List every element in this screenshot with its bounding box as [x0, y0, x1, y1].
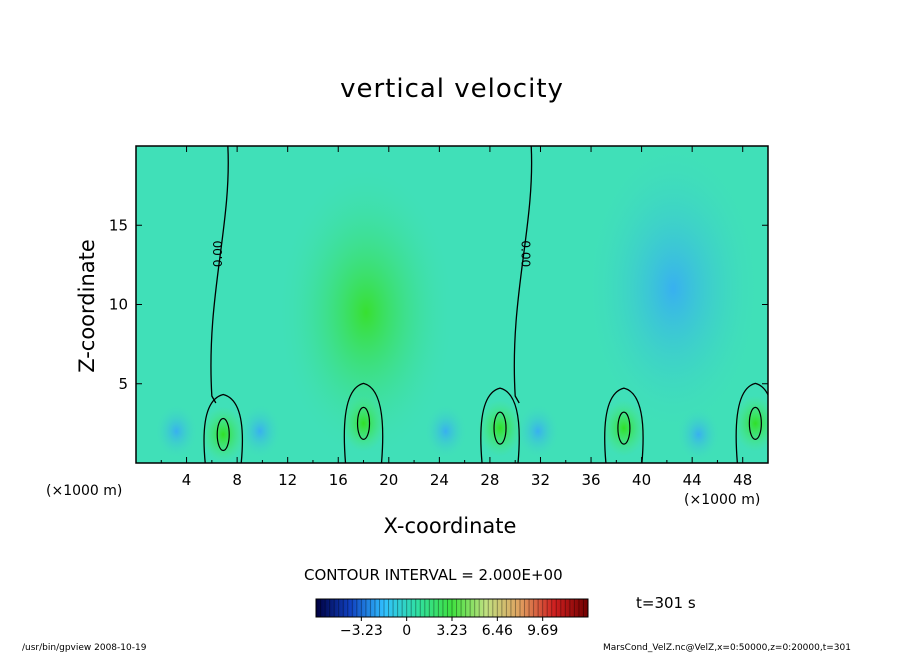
contour-line — [617, 411, 631, 445]
field-downdraft — [423, 403, 468, 460]
x-tick-label: 28 — [480, 471, 499, 489]
y-tick-label: 10 — [109, 296, 128, 314]
colorbar-tick-label: 6.46 — [482, 623, 513, 639]
x-tick-label: 36 — [581, 471, 600, 489]
x-tick-label: 16 — [329, 471, 348, 489]
x-tick-label: 32 — [531, 471, 550, 489]
contour-line — [210, 146, 229, 404]
chart-title: vertical velocity — [340, 74, 564, 104]
contour-line — [203, 393, 244, 463]
contour-line — [735, 382, 768, 463]
x-tick-label: 24 — [430, 471, 449, 489]
x-tick-label: 12 — [278, 471, 297, 489]
field-updraft — [733, 395, 768, 452]
y-axis-label: Z-coordinate — [75, 239, 99, 373]
field-updraft — [276, 162, 457, 463]
x-unit-label-left: (×1000 m) — [46, 483, 123, 499]
contour-line — [343, 382, 384, 463]
field-downdraft — [154, 403, 199, 460]
contour-line — [493, 411, 507, 445]
contour-line — [748, 406, 762, 440]
field-updraft — [478, 400, 523, 457]
x-tick-label: 40 — [632, 471, 651, 489]
x-tick-label: 4 — [182, 471, 192, 489]
time-label: t=301 s — [636, 594, 696, 612]
footer-right: MarsCond_VelZ.nc@VelZ,x=0:50000,z=0:2000… — [603, 643, 851, 653]
field-downdraft — [676, 406, 721, 463]
x-tick-label: 8 — [232, 471, 242, 489]
field-downdraft — [237, 403, 282, 460]
x-tick-label: 20 — [379, 471, 398, 489]
colorbar-tick-label: 9.69 — [527, 623, 558, 639]
x-tick-label: 44 — [683, 471, 702, 489]
x-axis-label: X-coordinate — [383, 514, 517, 538]
contour-line — [480, 387, 520, 463]
contour-line — [513, 146, 533, 404]
contour-label-left: 0.00 — [211, 240, 225, 267]
contour-interval-label: CONTOUR INTERVAL = 2.000E+00 — [304, 566, 563, 584]
contour-line — [356, 406, 371, 440]
contour-line — [604, 387, 644, 463]
contour-line — [216, 417, 230, 452]
y-tick-label: 15 — [109, 216, 128, 234]
footer-left: /usr/bin/gpview 2008-10-19 — [22, 643, 147, 653]
field-layer — [154, 146, 768, 463]
field-downdraft — [583, 146, 764, 439]
field-downdraft — [515, 403, 560, 460]
field-updraft — [201, 406, 246, 463]
colorbar-tick-label: 0 — [402, 623, 411, 639]
colorbar-tick-label: 3.23 — [436, 623, 467, 639]
colorbar-tick-label: −3.23 — [340, 623, 383, 639]
field-updraft — [341, 395, 386, 452]
y-tick-label: 5 — [118, 375, 128, 393]
x-unit-label-right: (×1000 m) — [684, 492, 761, 508]
x-tick-label: 48 — [733, 471, 752, 489]
contour-label-right: 0.00 — [519, 240, 533, 267]
